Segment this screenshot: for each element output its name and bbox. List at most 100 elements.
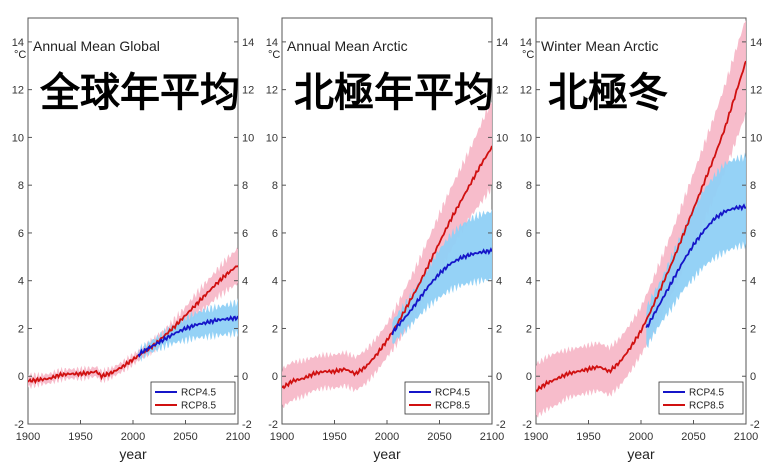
- y-tick-label-left: 4: [18, 276, 24, 288]
- y-tick-label-left: 8: [18, 180, 24, 192]
- band-rcp45: [646, 152, 746, 348]
- y-tick-label-right: 4: [496, 276, 502, 288]
- y-tick-label-right: 0: [750, 371, 756, 383]
- y-tick-label-right: 12: [496, 85, 508, 97]
- y-tick-label-left: 0: [18, 371, 24, 383]
- x-tick-label: 1950: [322, 431, 346, 443]
- plot-frame: [27, 17, 239, 425]
- legend-entry: RCP8.5: [689, 401, 724, 412]
- y-tick-label-right: 0: [496, 371, 502, 383]
- chart-panel-3: -2 -2 0 0 2 2 4 4 6 6 8 8 10 10 12 12 14 14 1900 1950 2000 20…: [520, 17, 762, 462]
- y-tick-label-left: 12: [520, 85, 532, 97]
- x-tick-label: 2050: [173, 431, 197, 443]
- y-tick-label-right: 14: [750, 37, 762, 49]
- legend: RCP4.5 RCP8.5: [658, 381, 744, 415]
- y-tick-label-left: 14: [12, 37, 24, 49]
- y-tick-label-right: 4: [750, 276, 756, 288]
- x-tick-label: 2000: [375, 431, 399, 443]
- x-tick-label: 1950: [68, 431, 92, 443]
- x-tick-label: 2050: [427, 431, 451, 443]
- legend: RCP4.5 RCP8.5: [150, 381, 236, 415]
- x-tick-label: 2100: [480, 431, 504, 443]
- y-tick-label-right: 6: [496, 228, 502, 240]
- x-tick-label: 2000: [629, 431, 653, 443]
- y-tick-label-left: 0: [526, 371, 532, 383]
- x-tick-label: 1900: [270, 431, 294, 443]
- y-tick-label-left: 6: [18, 228, 24, 240]
- y-tick-label-left: 2: [526, 323, 532, 335]
- y-tick-label-right: 2: [496, 323, 502, 335]
- y-tick-label-right: 8: [242, 180, 248, 192]
- y-tick-label-left: -2: [14, 419, 24, 431]
- overlay-label: 北極冬: [548, 71, 668, 115]
- y-tick-label-left: 4: [272, 276, 278, 288]
- legend-entry: RCP8.5: [181, 401, 216, 412]
- x-axis-label: year: [627, 446, 655, 462]
- legend-entry: RCP4.5: [689, 388, 724, 399]
- x-axis-label: year: [119, 446, 147, 462]
- y-tick-label-left: -2: [268, 419, 278, 431]
- y-tick-label-left: 2: [18, 323, 24, 335]
- y-tick-label-left: 12: [12, 85, 24, 97]
- legend-entry: RCP4.5: [435, 388, 470, 399]
- chart-panel-1: -2 -2 0 0 2 2 4 4 6 6 8 8 10 10 12 12 14 14 1900 1950 2000 20…: [12, 17, 254, 462]
- y-tick-label-right: 10: [496, 132, 508, 144]
- y-tick-label-left: 2: [272, 323, 278, 335]
- y-tick-label-left: 6: [272, 228, 278, 240]
- x-tick-label: 1900: [16, 431, 40, 443]
- y-tick-label-left: 12: [266, 85, 278, 97]
- chart-title: Annual Mean Global: [33, 38, 160, 54]
- y-unit-label: °C: [268, 49, 280, 61]
- line-rcp85: [28, 265, 238, 385]
- y-tick-label-right: 0: [242, 371, 248, 383]
- y-unit-label: °C: [522, 49, 534, 61]
- y-tick-label-right: 6: [242, 228, 248, 240]
- x-tick-label: 2100: [226, 431, 250, 443]
- y-tick-label-left: 10: [266, 132, 278, 144]
- line-rcp85: [536, 60, 746, 393]
- y-tick-label-left: -2: [522, 419, 532, 431]
- y-tick-label-right: -2: [750, 419, 760, 431]
- y-tick-label-right: 14: [496, 37, 508, 49]
- y-tick-label-right: -2: [242, 419, 252, 431]
- y-tick-label-left: 8: [272, 180, 278, 192]
- y-tick-label-right: 2: [242, 323, 248, 335]
- x-tick-label: 2100: [734, 431, 758, 443]
- chart-panel-2: -2 -2 0 0 2 2 4 4 6 6 8 8 10 10 12 12 14 14 1900 1950 2000 20…: [266, 17, 508, 462]
- legend-entry: RCP8.5: [435, 401, 470, 412]
- band-rcp45: [138, 297, 238, 362]
- x-tick-label: 1900: [524, 431, 548, 443]
- chart-title: Winter Mean Arctic: [541, 38, 658, 54]
- line-rcp45: [391, 247, 492, 336]
- overlay-label: 北極年平均: [294, 71, 494, 115]
- y-tick-label-left: 10: [520, 132, 532, 144]
- x-axis-label: year: [373, 446, 401, 462]
- y-tick-label-left: 4: [526, 276, 532, 288]
- legend-entry: RCP4.5: [181, 388, 216, 399]
- y-tick-label-left: 0: [272, 371, 278, 383]
- y-tick-label-right: 10: [750, 132, 762, 144]
- y-tick-label-right: 4: [242, 276, 248, 288]
- legend: RCP4.5 RCP8.5: [404, 381, 490, 415]
- y-tick-label-left: 10: [12, 132, 24, 144]
- y-tick-label-right: -2: [496, 419, 506, 431]
- chart-title: Annual Mean Arctic: [287, 38, 408, 54]
- y-tick-label-right: 12: [242, 85, 254, 97]
- y-tick-label-right: 2: [750, 323, 756, 335]
- y-tick-label-right: 8: [496, 180, 502, 192]
- y-unit-label: °C: [14, 49, 26, 61]
- y-tick-label-right: 14: [242, 37, 254, 49]
- y-tick-label-right: 10: [242, 132, 254, 144]
- x-tick-label: 2000: [121, 431, 145, 443]
- band-rcp85: [282, 99, 492, 408]
- x-tick-label: 2050: [681, 431, 705, 443]
- band-rcp45: [392, 209, 492, 344]
- x-tick-label: 1950: [576, 431, 600, 443]
- y-tick-label-left: 6: [526, 228, 532, 240]
- y-tick-label-left: 14: [266, 37, 278, 49]
- line-rcp45: [137, 314, 238, 358]
- overlay-label: 全球年平均: [39, 70, 240, 115]
- y-tick-label-right: 12: [750, 85, 762, 97]
- line-rcp85: [282, 145, 492, 390]
